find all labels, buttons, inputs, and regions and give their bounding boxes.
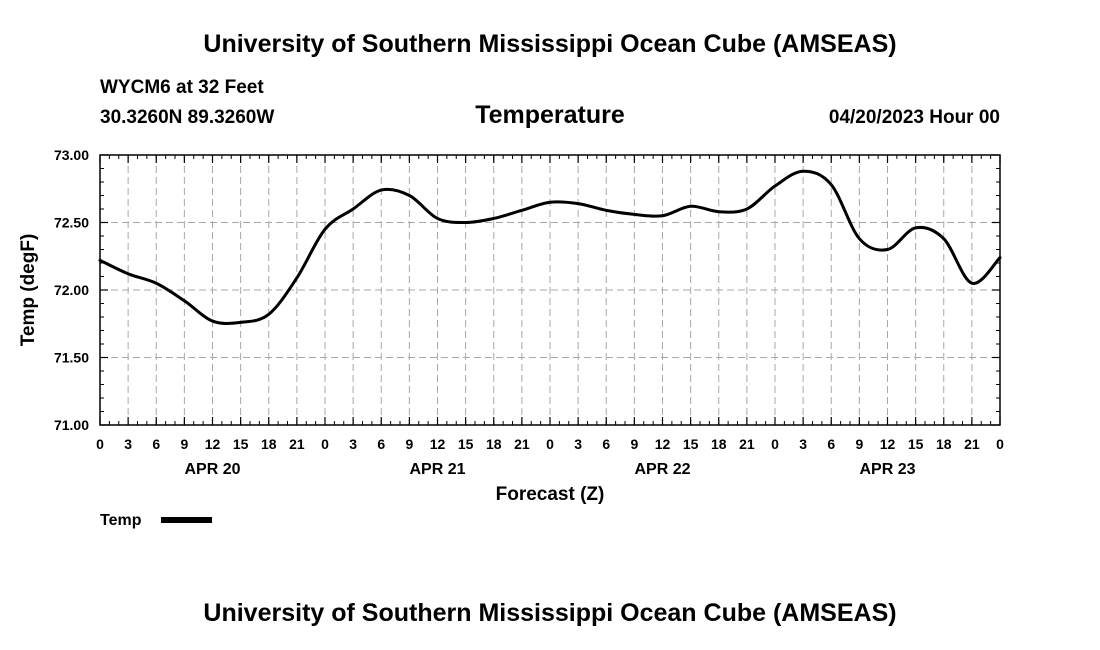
x-tick-label: 0	[321, 436, 329, 452]
x-tick-label: 21	[514, 436, 530, 452]
page-title: University of Southern Mississippi Ocean…	[203, 30, 897, 58]
x-tick-label: 3	[349, 436, 357, 452]
footer-title: University of Southern Mississippi Ocean…	[203, 599, 897, 627]
y-tick-label: 72.50	[54, 215, 89, 231]
x-tick-label: 21	[964, 436, 980, 452]
series-line-temp	[98, 169, 1002, 325]
x-tick-label: 6	[827, 436, 835, 452]
x-tick-label: 0	[96, 436, 104, 452]
x-tick-label: 12	[880, 436, 896, 452]
x-tick-label: 18	[936, 436, 952, 452]
x-tick-label: 6	[152, 436, 160, 452]
x-tick-label: 0	[996, 436, 1004, 452]
x-tick-label: 9	[855, 436, 863, 452]
x-tick-label: 3	[574, 436, 582, 452]
x-tick-label: 0	[546, 436, 554, 452]
x-tick-label: 9	[630, 436, 638, 452]
x-tick-label: 12	[205, 436, 221, 452]
y-tick-label: 72.00	[54, 282, 89, 298]
y-tick-label: 71.00	[54, 417, 89, 433]
x-tick-label: 15	[233, 436, 249, 452]
x-tick-label: 9	[405, 436, 413, 452]
chart-title: Temperature	[475, 101, 625, 129]
x-tick-label: 0	[771, 436, 779, 452]
legend-label: Temp	[100, 512, 142, 529]
day-label: APR 20	[184, 461, 240, 478]
plot-frame	[99, 154, 1001, 426]
day-label: APR 23	[859, 461, 915, 478]
station-coordinates: 30.3260N 89.3260W	[100, 107, 275, 128]
y-tick-label: 71.50	[54, 350, 89, 366]
y-axis-label: Temp (degF)	[18, 234, 39, 347]
x-axis-label: Forecast (Z)	[496, 484, 605, 505]
x-tick-label: 21	[289, 436, 305, 452]
day-label: APR 22	[634, 461, 690, 478]
x-tick-label: 12	[430, 436, 446, 452]
x-tick-label: 15	[908, 436, 924, 452]
x-tick-label: 15	[683, 436, 699, 452]
x-tick-label: 18	[261, 436, 277, 452]
x-tick-label: 18	[486, 436, 502, 452]
x-tick-label: 18	[711, 436, 727, 452]
x-tick-label: 15	[458, 436, 474, 452]
x-tick-label: 6	[602, 436, 610, 452]
y-tick-label: 73.00	[54, 147, 89, 163]
x-tick-label: 21	[739, 436, 755, 452]
x-tick-label: 12	[655, 436, 671, 452]
forecast-run-time: 04/20/2023 Hour 00	[828, 107, 1000, 128]
legend-swatch	[161, 517, 212, 523]
station-label: WYCM6 at 32 Feet	[100, 77, 264, 98]
day-label: APR 21	[409, 461, 465, 478]
x-tick-label: 6	[377, 436, 385, 452]
x-tick-label: 9	[180, 436, 188, 452]
x-tick-label: 3	[799, 436, 807, 452]
x-tick-label: 3	[124, 436, 132, 452]
